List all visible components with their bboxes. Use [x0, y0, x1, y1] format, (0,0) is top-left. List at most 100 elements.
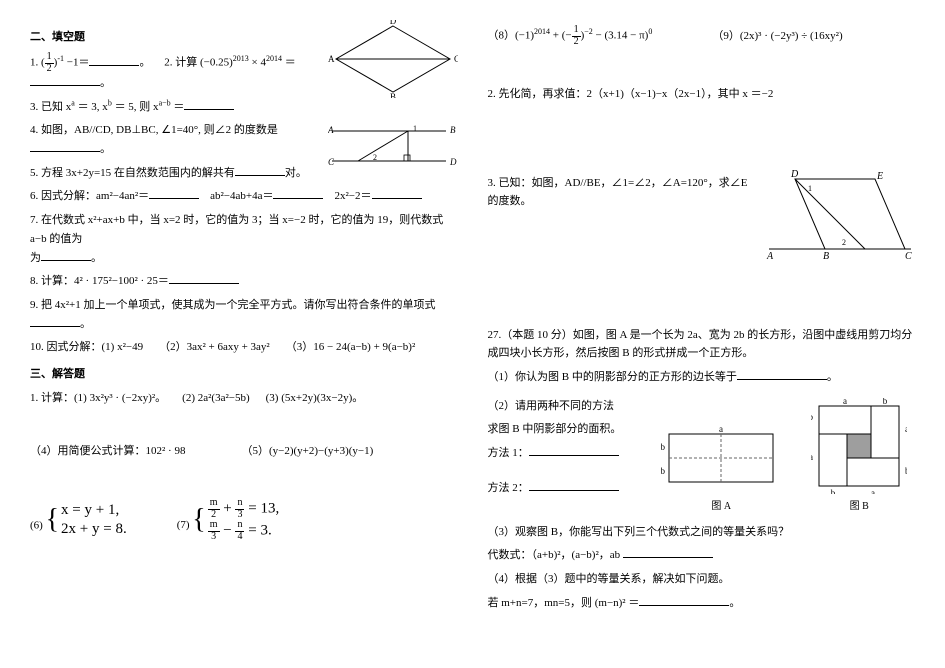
svg-text:A: A	[766, 251, 774, 262]
m2-blank	[529, 479, 619, 491]
q6: 6. 因式分解：am²−4an²＝ ab²−4ab+4a＝ 2x²−2＝	[30, 187, 458, 206]
q3-eq: ＝	[171, 101, 185, 113]
r27-2b: 求图 B 中阴影部分的面积。	[488, 420, 638, 439]
rhombus-diagram: D C B A	[328, 20, 458, 101]
svg-text:D: D	[389, 20, 396, 26]
q2-blank	[30, 74, 100, 86]
q3-m1: ＝ 3, x	[75, 101, 108, 113]
s6-eq1: x = y + 1,	[61, 501, 127, 521]
q2-mul: × 4	[249, 57, 266, 69]
q7-blank	[41, 249, 91, 261]
svg-text:a: a	[843, 398, 847, 406]
q5-blank	[235, 164, 285, 176]
s1a: 1. 计算：(1) 3x²y³ · (−2xy)²。	[30, 389, 166, 408]
rhombus-svg: D C B A	[328, 20, 458, 98]
r27-4b: 若 m+n=7，mn=5，则 (m−n)² ＝。	[488, 594, 916, 613]
solve-section-title: 三、解答题	[30, 365, 458, 381]
q7-text: 7. 在代数式 x²+ax+b 中，当 x=2 时，它的值为 3；当 x=−2 …	[30, 214, 443, 245]
brace-icon: {	[46, 506, 59, 534]
figB-label: 图 B	[811, 497, 907, 512]
method-1: 方法 1：	[488, 444, 638, 463]
q6-blank3	[372, 187, 422, 199]
svg-text:B: B	[450, 125, 456, 135]
r27-1: （1）你认为图 B 中的阴影部分的正方形的边长等于 。	[488, 368, 916, 387]
s1b: (2) 2a²(3a²−5b)	[182, 389, 249, 408]
q2-exp2: 2014	[266, 54, 282, 63]
s6s7: (6) { x = y + 1, 2x + y = 8. (7) { m2	[30, 498, 458, 542]
svg-text:a: a	[811, 452, 813, 462]
q7-period: 。	[91, 252, 102, 264]
svg-text:1: 1	[413, 124, 417, 133]
parallelogram-svg: D E A B C 1 2	[765, 169, 915, 264]
s7-eq1: m2 + n3 = 13,	[208, 498, 279, 520]
q6a: 6. 因式分解：am²−4an²＝	[30, 190, 149, 202]
s6-wrap: (6) { x = y + 1, 2x + y = 8.	[30, 501, 127, 540]
svg-text:b: b	[661, 466, 666, 476]
svg-text:a: a	[719, 424, 723, 434]
s1: 1. 计算：(1) 3x²y³ · (−2xy)²。 (2) 2a²(3a²−5…	[30, 389, 458, 408]
left-column: D C B A 二、填空题 1. (12)-1 −1＝。 2. 计算 (−0.2…	[30, 20, 458, 618]
svg-text:B: B	[389, 92, 395, 98]
svg-text:A: A	[328, 125, 334, 135]
svg-text:D: D	[790, 169, 799, 180]
q1-frac: 12	[45, 52, 54, 74]
q5-text: 5. 方程 3x+2y=15 在自然数范围内的解共有	[30, 167, 235, 179]
q2-exp1: 2013	[233, 54, 249, 63]
r27-1-blank	[737, 368, 827, 380]
svg-text:A: A	[328, 54, 335, 64]
figures-ab: a b b 图 A	[654, 398, 916, 512]
svg-text:a: a	[871, 488, 875, 494]
svg-text:B: B	[823, 251, 829, 262]
svg-text:b: b	[831, 488, 836, 494]
r27-3-blank	[623, 546, 713, 558]
r27-3b: 代数式：（a+b)²，(a−b)²，ab	[488, 546, 916, 565]
r27-2a: （2）请用两种不同的方法	[488, 397, 638, 416]
parallel-svg: A B C D 1 2	[328, 121, 458, 171]
s6-system: { x = y + 1, 2x + y = 8.	[46, 501, 127, 540]
r8: （8）(−1)2014 + (−12)−2 − (3.14 − π)0	[488, 25, 653, 47]
q4-text: 4. 如图，AB//CD, DB⊥BC, ∠1=40°, 则∠2 的度数是	[30, 124, 278, 136]
r27-4-blank	[639, 594, 729, 606]
s4: （4）用简便公式计算：102² · 98	[30, 442, 185, 461]
figB-svg: b a a b b a a b	[811, 398, 907, 494]
svg-text:b: b	[811, 412, 814, 422]
svg-text:b: b	[883, 398, 888, 406]
parallelogram-diagram: D E A B C 1 2	[765, 169, 915, 267]
s7-eq2: m3 − n4 = 3.	[208, 520, 279, 542]
r27-1-text: （1）你认为图 B 中的阴影部分的正方形的边长等于	[488, 371, 737, 383]
figure-b: b a a b b a a b 图 B	[811, 398, 907, 512]
brace-icon-2: {	[192, 506, 205, 534]
r9: （9）(2x)³ · (−2y³) ÷ (16xy²)	[712, 27, 842, 46]
svg-text:b: b	[661, 442, 666, 452]
q1-blank	[89, 54, 139, 66]
q3-sup3: a−b	[159, 98, 171, 107]
q1-tail: −1＝	[67, 57, 90, 69]
q10b: （2）3ax² + 6axy + 3ay²	[159, 338, 270, 357]
s5: （5）(y−2)(y+2)−(y+3)(y−1)	[241, 442, 373, 461]
right-column: （8）(−1)2014 + (−12)−2 − (3.14 − π)0 （9）(…	[488, 20, 916, 618]
svg-text:1: 1	[808, 184, 812, 193]
q10: 10. 因式分解：(1) x²−49 （2）3ax² + 6axy + 3ay²…	[30, 338, 458, 357]
q8: 8. 计算：4² · 175²−100² · 25＝	[30, 272, 458, 291]
m1-blank	[529, 444, 619, 456]
s1c: (3) (5x+2y)(3x−2y)。	[266, 389, 364, 408]
q6c: 2x²−2＝	[334, 190, 371, 202]
q9: 9. 把 4x²+1 加上一个单项式，使其成为一个完全平方式。请你写出符合条件的…	[30, 296, 458, 333]
q9-period: 。	[80, 318, 91, 330]
q5-tail: 对。	[285, 167, 307, 179]
q8-blank	[169, 272, 239, 284]
q2-expr: (−0.25)	[200, 57, 233, 69]
q3-blank	[184, 98, 234, 110]
q6-blank2	[273, 187, 323, 199]
r27-4: （4）根据（3）题中的等量关系，解决如下问题。	[488, 570, 916, 589]
q2-period: 。	[100, 77, 111, 89]
q10a: 10. 因式分解：(1) x²−49	[30, 338, 143, 357]
r27-1-period: 。	[827, 371, 838, 383]
svg-text:C: C	[905, 251, 912, 262]
q10c: （3）16 − 24(a−b) + 9(a−b)²	[286, 338, 416, 357]
q2-label: 2. 计算	[164, 57, 197, 69]
worksheet-page: D C B A 二、填空题 1. (12)-1 −1＝。 2. 计算 (−0.2…	[30, 20, 915, 618]
figure-a: a b b 图 A	[661, 422, 781, 512]
q9-blank	[30, 315, 80, 327]
figA-label: 图 A	[661, 497, 781, 512]
